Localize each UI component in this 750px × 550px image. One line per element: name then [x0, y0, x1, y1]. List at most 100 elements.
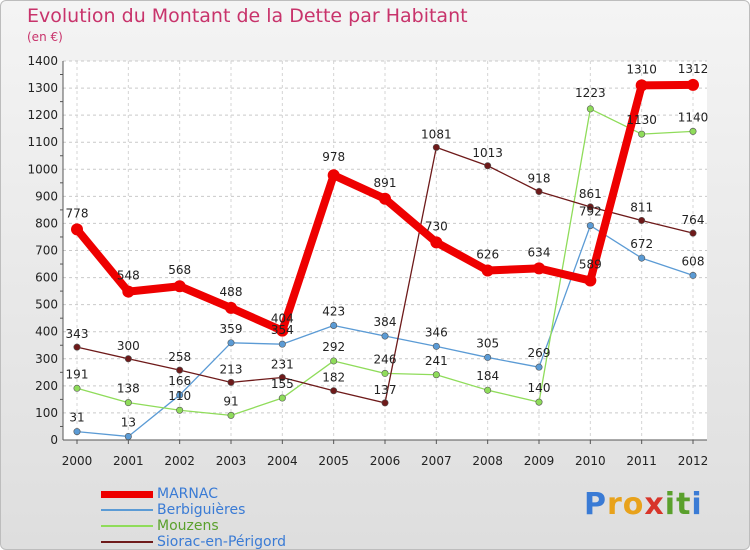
- y-tick-label: 400: [35, 325, 58, 339]
- data-label: 792: [579, 205, 602, 219]
- data-label: 1312: [678, 62, 709, 76]
- legend-label: Siorac-en-Périgord: [157, 534, 287, 550]
- data-label: 137: [374, 383, 397, 397]
- data-label: 404: [271, 312, 294, 326]
- data-label: 1223: [575, 86, 606, 100]
- y-tick-label: 1200: [27, 108, 58, 122]
- data-label: 110: [168, 389, 191, 403]
- y-tick-label: 600: [35, 271, 58, 285]
- chart-title: Evolution du Montant de la Dette par Hab…: [27, 5, 468, 27]
- data-label: 354: [271, 323, 294, 337]
- data-label: 305: [476, 336, 499, 350]
- legend-swatch: [101, 509, 153, 511]
- data-point: [638, 216, 646, 224]
- data-point: [689, 127, 697, 135]
- data-label: 672: [630, 237, 653, 251]
- data-label: 155: [271, 377, 294, 391]
- x-tick-label: 2008: [472, 454, 503, 468]
- logo-letter: o: [622, 487, 645, 522]
- data-label: 138: [117, 382, 140, 396]
- data-label: 488: [220, 285, 243, 299]
- logo-letter: r: [607, 487, 623, 522]
- data-label: 384: [374, 315, 397, 329]
- data-point: [535, 363, 543, 371]
- x-tick-label: 2002: [164, 454, 195, 468]
- data-point: [430, 236, 443, 249]
- legend-swatch: [101, 490, 153, 498]
- data-point: [173, 280, 186, 293]
- series-marnac: [71, 78, 699, 337]
- data-point: [73, 384, 81, 392]
- data-point: [227, 378, 235, 386]
- legend-label: MARNAC: [157, 486, 218, 502]
- data-point: [379, 192, 391, 205]
- data-point: [586, 222, 594, 230]
- logo-letter: P: [584, 487, 607, 522]
- data-label: 346: [425, 325, 448, 339]
- data-label: 861: [579, 187, 602, 201]
- data-point: [225, 301, 237, 314]
- proxiti-logo: Proxiti: [584, 487, 703, 522]
- y-tick-label: 100: [35, 406, 58, 420]
- y-tick-label: 700: [35, 244, 58, 258]
- data-label: 423: [322, 304, 345, 318]
- data-point: [689, 271, 697, 279]
- x-tick-label: 2003: [216, 454, 247, 468]
- y-tick-label: 200: [35, 379, 58, 393]
- y-tick-label: 1100: [27, 135, 58, 149]
- logo-letter: t: [676, 487, 692, 522]
- x-tick-label: 2004: [267, 454, 298, 468]
- data-point: [481, 264, 494, 277]
- data-point: [73, 343, 81, 351]
- data-label: 730: [425, 219, 448, 233]
- data-label: 213: [220, 362, 243, 376]
- y-tick-label: 500: [35, 298, 58, 312]
- data-point: [535, 398, 543, 406]
- x-tick-label: 2006: [370, 454, 401, 468]
- x-tick-label: 2011: [626, 454, 657, 468]
- data-label: 1081: [421, 127, 452, 141]
- data-point: [586, 105, 594, 113]
- data-label: 13: [121, 415, 136, 429]
- logo-letter: x: [644, 487, 665, 522]
- data-point: [535, 187, 543, 195]
- data-label: 626: [476, 248, 499, 262]
- data-point: [432, 342, 440, 350]
- data-label: 548: [117, 269, 140, 283]
- data-label: 191: [66, 367, 89, 381]
- data-label: 292: [322, 340, 345, 354]
- logo-letter: i: [664, 487, 677, 522]
- data-point: [276, 324, 289, 337]
- data-label: 246: [374, 352, 397, 366]
- series-siorac-en-perigord: [73, 143, 697, 407]
- x-tick-label: 2005: [318, 454, 349, 468]
- data-label: 241: [425, 354, 448, 368]
- legend-swatch: [101, 525, 153, 527]
- axis-layer: 0 100 200 300 400 500 600 700 800 900 1000 1100 1200…: [27, 54, 708, 468]
- data-point: [638, 254, 646, 262]
- y-tick-label: 0: [50, 433, 58, 447]
- data-label: 918: [528, 171, 551, 185]
- data-label: 891: [374, 176, 397, 190]
- y-tick-label: 1400: [27, 54, 58, 68]
- data-label: 231: [271, 357, 294, 371]
- data-point: [635, 79, 648, 92]
- data-point: [584, 274, 597, 287]
- y-tick-label: 900: [35, 189, 58, 203]
- data-point: [71, 223, 83, 236]
- x-tick-label: 2001: [113, 454, 144, 468]
- data-label: 1140: [678, 110, 709, 124]
- data-point: [484, 162, 492, 170]
- series-mouzens: [73, 105, 697, 419]
- data-label: 1013: [472, 146, 503, 160]
- data-point: [278, 373, 286, 381]
- data-point: [327, 169, 340, 182]
- data-label: 269: [528, 346, 551, 360]
- data-label: 258: [168, 350, 191, 364]
- legend-label: Mouzens: [157, 518, 219, 534]
- data-label: 343: [66, 327, 89, 341]
- data-label: 1310: [626, 62, 657, 76]
- series-berbiguieres: [73, 222, 697, 440]
- x-tick-label: 2010: [575, 454, 606, 468]
